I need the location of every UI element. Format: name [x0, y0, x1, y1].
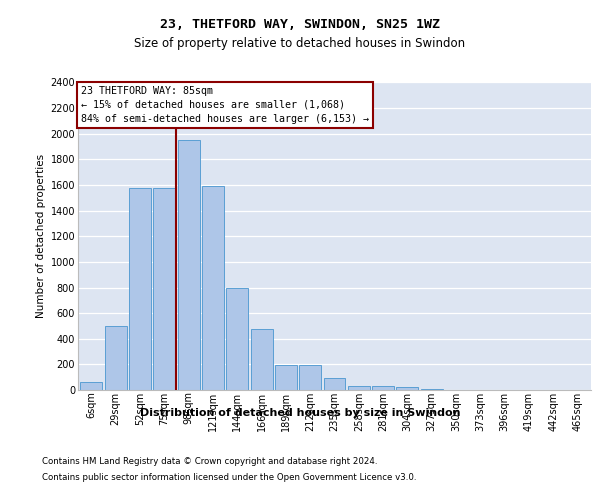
Bar [397, 387, 418, 390]
Bar [372, 386, 394, 390]
Bar [251, 328, 272, 390]
Bar [178, 140, 200, 390]
Text: Distribution of detached houses by size in Swindon: Distribution of detached houses by size … [140, 408, 460, 418]
Bar [202, 186, 224, 390]
Bar [226, 288, 248, 390]
Bar [323, 378, 346, 390]
Bar [80, 382, 103, 390]
Text: Contains HM Land Registry data © Crown copyright and database right 2024.: Contains HM Land Registry data © Crown c… [42, 458, 377, 466]
Bar [129, 188, 151, 390]
Text: 23 THETFORD WAY: 85sqm
← 15% of detached houses are smaller (1,068)
84% of semi-: 23 THETFORD WAY: 85sqm ← 15% of detached… [80, 86, 368, 124]
Text: Size of property relative to detached houses in Swindon: Size of property relative to detached ho… [134, 38, 466, 51]
Bar [275, 365, 297, 390]
Bar [299, 365, 321, 390]
Text: 23, THETFORD WAY, SWINDON, SN25 1WZ: 23, THETFORD WAY, SWINDON, SN25 1WZ [160, 18, 440, 30]
Bar [105, 326, 127, 390]
Y-axis label: Number of detached properties: Number of detached properties [37, 154, 46, 318]
Bar [348, 386, 370, 390]
Text: Contains public sector information licensed under the Open Government Licence v3: Contains public sector information licen… [42, 472, 416, 482]
Bar [154, 188, 175, 390]
